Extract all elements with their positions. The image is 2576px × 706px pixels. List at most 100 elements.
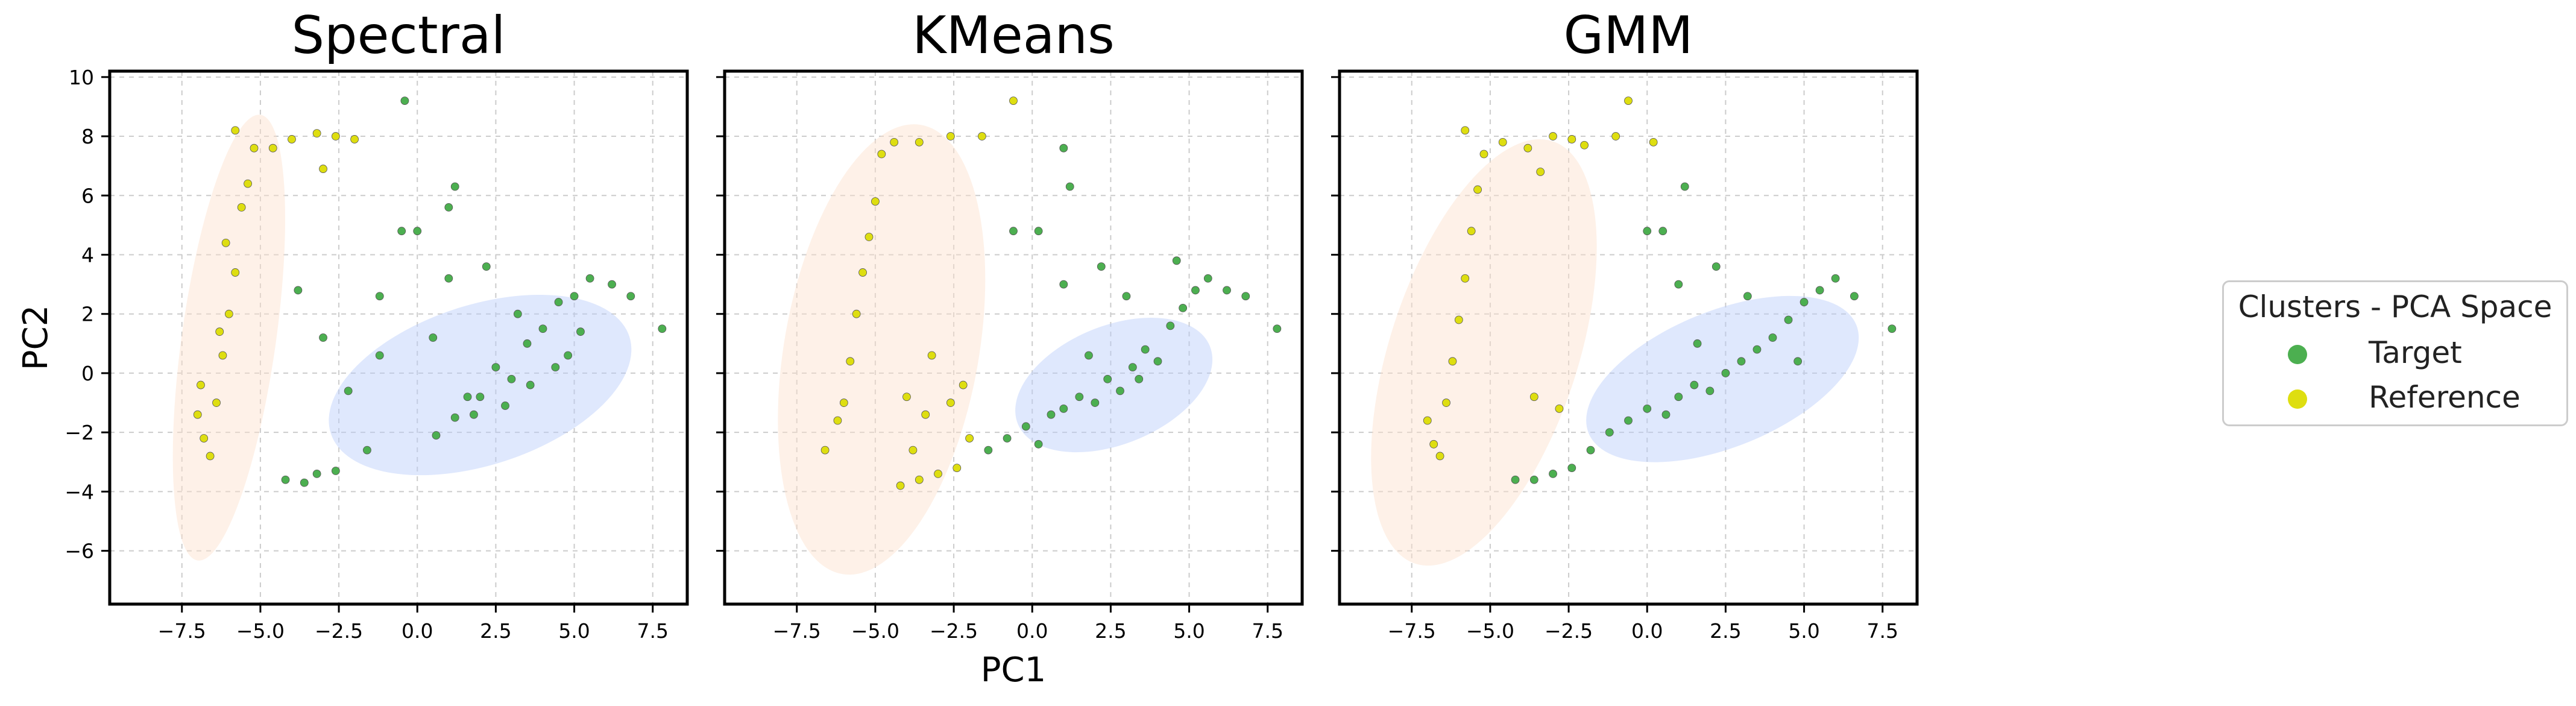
point-target [507, 374, 516, 383]
ticks-kmeans: −7.5 −5.0 −2.5 0.0 2.5 5.0 7.5 [716, 76, 1283, 643]
point-target [1191, 286, 1200, 295]
point-reference [1423, 416, 1432, 425]
point-target [375, 292, 384, 301]
point-target [294, 286, 303, 295]
point-target [1047, 410, 1056, 419]
point-target [432, 431, 441, 440]
point-reference [896, 481, 905, 490]
point-target [363, 446, 371, 455]
x-tick-label: −7.5 [158, 619, 206, 643]
point-target [1203, 274, 1212, 283]
point-reference [1536, 168, 1545, 176]
point-target [1273, 324, 1282, 333]
point-reference [921, 410, 930, 419]
point-reference [193, 410, 202, 419]
point-reference [820, 446, 830, 455]
point-reference [1523, 143, 1532, 153]
grid-kmeans [725, 71, 1302, 604]
point-target [1737, 357, 1746, 366]
point-target [1034, 440, 1043, 449]
point-target [1059, 280, 1068, 289]
point-target [1815, 286, 1824, 295]
x-tick-label: 2.5 [480, 619, 511, 643]
point-reference [934, 470, 942, 478]
point-reference [288, 135, 296, 143]
point-reference [1435, 452, 1444, 461]
point-target [1128, 363, 1137, 372]
point-reference [1549, 132, 1557, 140]
point-target [1529, 475, 1538, 484]
point-reference [946, 132, 955, 140]
y-tick-label: 0 [81, 362, 94, 385]
point-reference [946, 399, 955, 407]
x-axis-label: PC1 [981, 651, 1047, 690]
point-reference [212, 399, 221, 407]
point-target [1511, 475, 1520, 484]
cluster-ellipse-reference [172, 115, 286, 561]
point-target [1065, 182, 1074, 191]
point-reference [852, 309, 861, 318]
point-target [1586, 446, 1595, 455]
y-tick-label: 4 [81, 243, 94, 266]
point-reference [858, 268, 867, 277]
point-target [576, 327, 585, 336]
point-reference [927, 351, 936, 360]
axes-frame [1338, 69, 1919, 606]
points-kmeans [820, 96, 1282, 490]
point-target [1141, 345, 1150, 354]
point-target [1643, 404, 1652, 413]
point-reference [871, 197, 880, 206]
y-tick-label: −2 [65, 421, 94, 444]
point-target [658, 324, 667, 333]
point-target [1624, 416, 1633, 425]
x-tick-label: 0.0 [1016, 619, 1048, 643]
y-tick-label: 6 [81, 184, 94, 207]
point-target [331, 467, 340, 475]
chart-title: GMM [1563, 5, 1693, 66]
point-target [1752, 345, 1762, 354]
point-target [397, 227, 406, 236]
x-tick-label: 5.0 [1173, 619, 1205, 643]
chart-title: Spectral [291, 5, 505, 66]
point-target [1153, 357, 1162, 366]
point-reference [218, 351, 227, 360]
point-target [1693, 339, 1702, 348]
point-reference [215, 327, 224, 336]
point-target [491, 363, 500, 372]
point-target [1116, 386, 1124, 396]
point-reference [1429, 440, 1438, 449]
point-target [1179, 303, 1188, 312]
point-reference [1461, 274, 1470, 283]
point-reference [312, 129, 321, 138]
ticks-spectral: −7.5 −5.0 −2.5 0.0 2.5 5.0 7.5 −6 −4 −2 0 2 4 6 8 10 [65, 66, 669, 643]
point-reference [319, 165, 327, 173]
point-reference [915, 137, 924, 147]
point-reference [206, 452, 215, 461]
point-reference [350, 135, 359, 143]
x-tick-label: −7.5 [1388, 619, 1436, 643]
point-target [1223, 286, 1231, 295]
legend-label-target: Target [2369, 335, 2462, 370]
point-target [523, 339, 532, 348]
y-tick-label: 2 [81, 303, 94, 326]
x-tick-label: 2.5 [1710, 619, 1741, 643]
point-reference [1442, 399, 1450, 407]
point-reference [1448, 357, 1457, 366]
point-reference [197, 380, 205, 389]
cluster-ellipse-target [329, 294, 632, 476]
x-tick-label: 5.0 [1788, 619, 1819, 643]
point-target [444, 203, 453, 212]
cluster-ellipse-target [1015, 318, 1213, 453]
point-reference [237, 203, 246, 212]
panel-gmm: −7.5 −5.0 −2.5 0.0 2.5 5.0 7.5 GMM [1331, 5, 1919, 643]
point-reference [221, 238, 230, 247]
point-target [1674, 392, 1683, 402]
point-target [626, 292, 635, 301]
point-target [1690, 380, 1699, 389]
point-reference [231, 126, 240, 135]
point-target [450, 413, 459, 422]
cluster-ellipse-target [1586, 295, 1859, 462]
x-tick-label: −5.0 [1466, 619, 1514, 643]
x-tick-label: −7.5 [773, 619, 821, 643]
point-reference [902, 392, 911, 402]
